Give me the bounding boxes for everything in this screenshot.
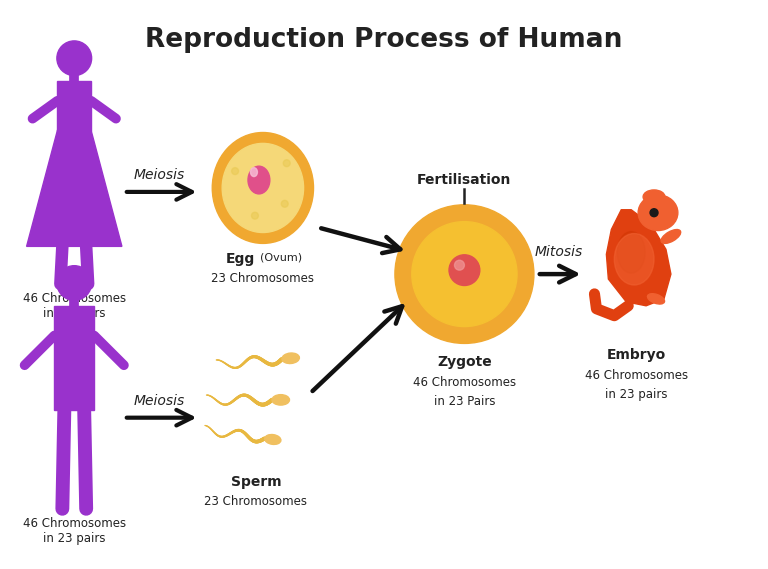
Text: 46 Chromosomes: 46 Chromosomes (413, 376, 516, 389)
Ellipse shape (661, 229, 680, 244)
Ellipse shape (248, 166, 270, 194)
Circle shape (412, 221, 517, 327)
Text: in 23 Pairs: in 23 Pairs (434, 395, 495, 408)
Ellipse shape (643, 190, 665, 204)
Circle shape (232, 168, 239, 175)
Ellipse shape (222, 143, 303, 233)
Circle shape (395, 205, 534, 344)
Circle shape (650, 209, 658, 217)
Circle shape (283, 160, 290, 167)
Text: 46 Chromosomes
in 23 pairs: 46 Chromosomes in 23 pairs (23, 292, 126, 320)
Circle shape (251, 212, 258, 219)
Polygon shape (58, 81, 91, 130)
Ellipse shape (272, 395, 290, 405)
Circle shape (281, 200, 288, 207)
Text: Mitosis: Mitosis (535, 245, 583, 259)
Text: 46 Chromosomes: 46 Chromosomes (584, 369, 687, 382)
Polygon shape (607, 210, 671, 306)
Ellipse shape (282, 353, 300, 364)
Text: Reproduction Process of Human: Reproduction Process of Human (145, 27, 623, 52)
Ellipse shape (614, 233, 654, 285)
Ellipse shape (647, 294, 664, 304)
Ellipse shape (250, 168, 257, 176)
Text: Egg: Egg (226, 252, 255, 266)
Text: (Ovum): (Ovum) (260, 252, 302, 262)
Polygon shape (27, 130, 122, 246)
Text: 23 Chromosomes: 23 Chromosomes (204, 495, 307, 508)
Text: Embryo: Embryo (607, 348, 666, 362)
Text: Fertilisation: Fertilisation (417, 173, 511, 187)
Ellipse shape (617, 232, 645, 273)
Circle shape (57, 41, 91, 76)
Polygon shape (55, 306, 94, 410)
Text: Meiosis: Meiosis (134, 394, 185, 408)
Circle shape (449, 255, 480, 286)
Text: 46 Chromosomes
in 23 pairs: 46 Chromosomes in 23 pairs (23, 517, 126, 545)
Text: Sperm: Sperm (230, 475, 281, 489)
Text: in 23 pairs: in 23 pairs (605, 388, 667, 401)
Circle shape (455, 260, 465, 270)
Ellipse shape (265, 435, 281, 444)
Text: 23 Chromosomes: 23 Chromosomes (211, 272, 314, 285)
Ellipse shape (212, 133, 313, 244)
Circle shape (57, 266, 91, 300)
Text: Zygote: Zygote (437, 355, 492, 369)
Text: Meiosis: Meiosis (134, 168, 185, 182)
Ellipse shape (638, 195, 678, 230)
